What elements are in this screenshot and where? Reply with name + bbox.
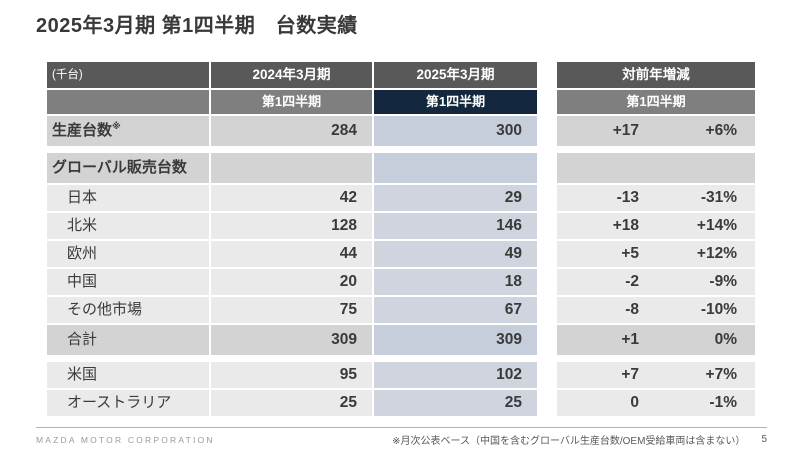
footnote-text: ※月次公表ベース（中国を含むグローバル生産台数/OEM受給車両は含まない）: [392, 436, 746, 447]
row-label: 米国: [47, 362, 209, 388]
column-header-fy2025: 2025年3月期: [374, 62, 537, 88]
value-fy2025: 146: [374, 213, 537, 239]
unit-label: (千台): [47, 62, 209, 88]
value-fy2024: 75: [211, 297, 372, 323]
yoy-percent: +7%: [705, 366, 737, 383]
value-fy2024: [211, 153, 372, 183]
quarter-header-fy2025-highlight: 第1四半期: [374, 90, 537, 114]
yoy-diff: 0: [630, 394, 639, 411]
table-row-production: 生産台数※ 284 300 +17 +6%: [47, 116, 757, 146]
value-fy2024: 42: [211, 185, 372, 211]
slide-footer: MAZDA MOTOR CORPORATION ※月次公表ベース（中国を含むグロ…: [36, 427, 767, 447]
page-title: 2025年3月期 第1四半期 台数実績: [36, 15, 358, 37]
value-yoy: +17 +6%: [557, 116, 755, 146]
table-row-usa: 米国 95 102 +7 +7%: [47, 362, 757, 388]
row-label: 中国: [47, 269, 209, 295]
value-yoy: -13 -31%: [557, 185, 755, 211]
table-header-row-quarter: 第1四半期 第1四半期 第1四半期: [47, 90, 757, 114]
value-fy2025: [374, 153, 537, 183]
value-fy2024: 284: [211, 116, 372, 146]
column-header-yoy: 対前年増減: [557, 62, 755, 88]
yoy-diff: +1: [621, 331, 639, 348]
yoy-percent: -9%: [709, 273, 737, 290]
row-label: オーストラリア: [47, 390, 209, 416]
value-fy2025: 300: [374, 116, 537, 146]
yoy-diff: [557, 153, 653, 183]
row-label: 日本: [47, 185, 209, 211]
row-label-text: 生産台数: [52, 122, 113, 139]
value-fy2025: 29: [374, 185, 537, 211]
value-yoy: 0 -1%: [557, 390, 755, 416]
row-label: 生産台数※: [47, 116, 209, 146]
yoy-diff: +17: [612, 122, 639, 139]
footnote-marker: ※: [112, 121, 121, 131]
table-row-global-sales-header: グローバル販売台数: [47, 153, 757, 183]
value-fy2025: 25: [374, 390, 537, 416]
value-yoy: -2 -9%: [557, 269, 755, 295]
yoy-percent: +12%: [696, 245, 737, 262]
table-row-other-markets: その他市場 75 67 -8 -10%: [47, 297, 757, 323]
value-fy2024: 95: [211, 362, 372, 388]
yoy-percent: -10%: [700, 301, 737, 318]
yoy-percent: +14%: [696, 217, 737, 234]
yoy-percent: -1%: [709, 394, 737, 411]
table-row-europe: 欧州 44 49 +5 +12%: [47, 241, 757, 267]
table-row-total: 合計 309 309 +1 0%: [47, 325, 757, 355]
row-label: 欧州: [47, 241, 209, 267]
value-fy2024: 20: [211, 269, 372, 295]
company-name: MAZDA MOTOR CORPORATION: [36, 434, 215, 445]
value-fy2024: 309: [211, 325, 372, 355]
value-fy2024: 25: [211, 390, 372, 416]
yoy-diff: +5: [621, 245, 639, 262]
quarter-header-fy2024: 第1四半期: [211, 90, 372, 114]
value-yoy: +1 0%: [557, 325, 755, 355]
value-fy2025: 102: [374, 362, 537, 388]
value-fy2025: 18: [374, 269, 537, 295]
table-row-north-america: 北米 128 146 +18 +14%: [47, 213, 757, 239]
value-yoy: +7 +7%: [557, 362, 755, 388]
value-fy2025: 49: [374, 241, 537, 267]
yoy-percent: -31%: [700, 189, 737, 206]
yoy-diff: +7: [621, 366, 639, 383]
unit-results-table: (千台) 2024年3月期 2025年3月期 対前年増減 第1四半期 第1四半期…: [47, 62, 757, 418]
yoy-diff: -8: [625, 301, 639, 318]
yoy-percent: 0%: [714, 331, 737, 348]
yoy-diff: -2: [625, 273, 639, 290]
row-label: 合計: [47, 325, 209, 355]
row-label: 北米: [47, 213, 209, 239]
quarter-header-empty: [47, 90, 209, 114]
column-header-fy2024: 2024年3月期: [211, 62, 372, 88]
yoy-percent: [653, 153, 755, 183]
table-row-australia: オーストラリア 25 25 0 -1%: [47, 390, 757, 416]
value-fy2024: 44: [211, 241, 372, 267]
yoy-percent: +6%: [705, 122, 737, 139]
value-yoy: [557, 153, 755, 183]
row-label: その他市場: [47, 297, 209, 323]
value-fy2025: 309: [374, 325, 537, 355]
table-row-china: 中国 20 18 -2 -9%: [47, 269, 757, 295]
value-fy2025: 67: [374, 297, 537, 323]
row-label: グローバル販売台数: [47, 153, 209, 183]
page-number: 5: [761, 434, 767, 445]
value-yoy: +18 +14%: [557, 213, 755, 239]
yoy-diff: -13: [616, 189, 639, 206]
value-yoy: +5 +12%: [557, 241, 755, 267]
quarter-header-yoy: 第1四半期: [557, 90, 755, 114]
value-yoy: -8 -10%: [557, 297, 755, 323]
value-fy2024: 128: [211, 213, 372, 239]
table-row-japan: 日本 42 29 -13 -31%: [47, 185, 757, 211]
yoy-diff: +18: [612, 217, 639, 234]
table-header-row-fiscal-year: (千台) 2024年3月期 2025年3月期 対前年増減: [47, 62, 757, 88]
